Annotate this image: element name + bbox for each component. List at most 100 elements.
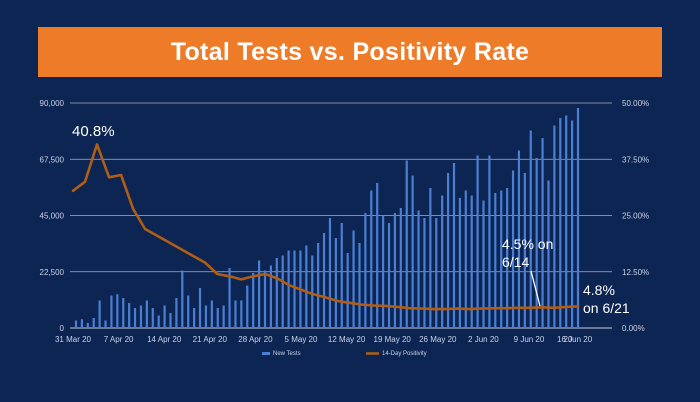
bar [382,215,385,328]
bar [405,160,408,328]
legend-swatch-new-tests [262,352,270,355]
bar [287,250,290,328]
bar [269,265,272,328]
bar [193,308,196,328]
bar [417,210,420,328]
bar [204,305,208,328]
bar [547,180,550,328]
bar [541,138,544,328]
bar [104,320,107,328]
x-tick-label: 16 Jun 20 [557,335,593,344]
bar [470,195,473,328]
x-tick-label: 9 Jun 20 [514,335,545,344]
bar [281,255,284,328]
legend-label-new-tests: New Tests [273,351,301,357]
bar [523,173,526,328]
bar [529,130,532,328]
bar [317,243,320,328]
x-tick-label: 20 [564,335,573,344]
left-tick-label: 67,500 [40,155,65,164]
bar [435,218,438,328]
annotation-6-14-line1: 4.5% on [502,236,553,252]
new-tests-bars [74,108,580,328]
bar [151,308,154,328]
bar [216,308,219,328]
bar [240,300,243,328]
bar [464,190,467,328]
bar [139,305,143,328]
bar [145,300,148,328]
right-tick-label: 37.50% [622,155,649,164]
bar [128,303,131,328]
annotation-6-21-line2: on 6/21 [583,300,630,316]
bar [352,230,355,328]
bar [181,270,184,328]
bar [311,255,314,328]
bar [110,295,113,328]
x-tick-label: 2 Jun 20 [468,335,499,344]
right-tick-label: 12.50% [622,268,649,277]
bar [446,173,450,328]
x-tick-label: 7 Apr 20 [104,335,134,344]
bar [74,320,78,328]
bar [494,193,497,328]
x-tick-label: 14 Apr 20 [147,335,182,344]
bar [293,250,296,328]
bar [210,300,213,328]
bar [157,315,160,328]
x-tick-label: 26 May 20 [419,335,457,344]
bar [275,258,278,328]
bar [122,298,125,328]
bar [511,170,515,328]
bar [358,243,361,328]
right-tick-label: 50.00% [622,99,649,108]
bar [340,223,343,328]
bar [222,305,225,328]
title-banner: Total Tests vs. Positivity Rate [38,27,662,77]
bar [370,190,373,328]
x-tick-label: 12 May 20 [328,335,366,344]
right-axis-ticks: 0.00% 12.50% 25.00% 37.50% 50.00% [622,99,649,333]
bar [328,218,332,328]
bar [86,323,89,328]
bar [393,213,397,328]
bar [80,319,84,328]
bar [500,190,503,328]
bar [175,298,178,328]
bar [411,175,414,328]
left-tick-label: 45,000 [40,212,65,221]
bar [399,208,402,328]
annotation-peak: 40.8% [72,123,115,140]
bar [234,300,237,328]
bar [482,200,485,328]
bar [228,268,231,328]
legend: New Tests 14-Day Positivity [262,351,427,357]
bar [476,155,479,328]
bar [423,218,426,328]
bar [488,155,491,328]
left-axis-ticks: 0 22,500 45,000 67,500 90,000 [40,99,65,333]
left-tick-label: 90,000 [40,99,65,108]
bar [506,188,509,328]
bar [458,198,461,328]
bar [246,285,249,328]
bar [553,125,556,328]
x-tick-label: 19 May 20 [374,335,412,344]
bar [322,233,326,328]
positivity-line [71,143,580,311]
bar [517,150,521,328]
bar [263,270,267,328]
bar [305,245,308,328]
annotation-6-21-line1: 4.8% [583,282,615,298]
right-tick-label: 25.00% [622,212,649,221]
left-tick-label: 22,500 [40,268,65,277]
bar [364,213,367,328]
bar [576,108,580,328]
legend-label-positivity: 14-Day Positivity [382,351,427,357]
bar [133,308,137,328]
bar [441,195,444,328]
bar [98,300,101,328]
right-tick-label: 0.00% [622,324,645,333]
